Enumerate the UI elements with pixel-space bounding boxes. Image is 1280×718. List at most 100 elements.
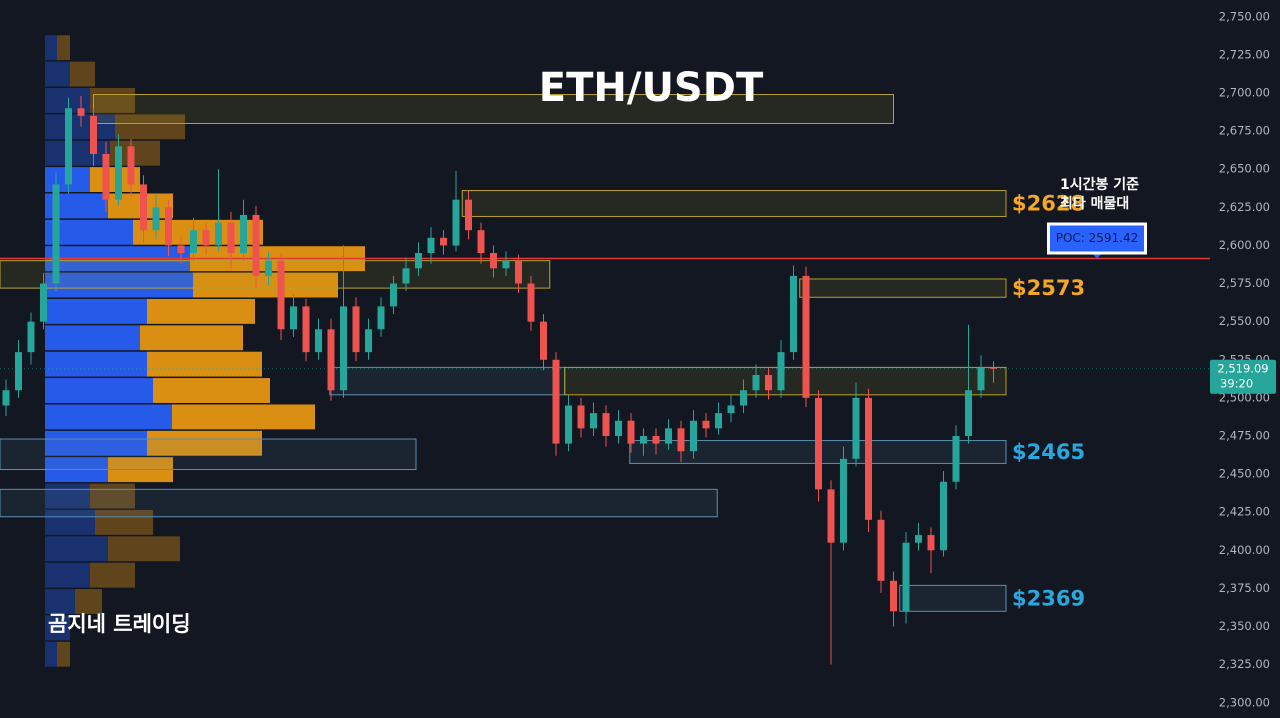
candle-body [2, 390, 10, 406]
profile-sell [95, 509, 153, 535]
profile-buy [45, 589, 75, 614]
candle-body [827, 489, 835, 543]
candle-body [615, 420, 622, 436]
candle-body [352, 306, 360, 353]
candle-body [752, 375, 760, 391]
candle-body [265, 260, 272, 276]
candle-body [815, 397, 822, 490]
countdown: 39:20 [1220, 376, 1253, 390]
y-tick-label: 2,600.00 [1219, 238, 1270, 252]
candle-body [365, 329, 372, 353]
candle-body [527, 283, 535, 322]
profile-sell [147, 430, 262, 456]
candle-body [190, 230, 197, 254]
poc-pointer [1093, 254, 1101, 259]
profile-sell [115, 114, 185, 140]
candle-body [565, 405, 572, 444]
zone-label: $2573 [1012, 276, 1085, 300]
candle-body [315, 329, 322, 353]
y-tick-label: 2,425.00 [1219, 505, 1270, 519]
candle-body [102, 153, 110, 200]
candle-body [677, 428, 685, 452]
candle-body [890, 580, 897, 612]
candle-body [27, 321, 35, 353]
candle-body [690, 420, 697, 452]
zone-label: $2465 [1012, 440, 1085, 464]
y-tick-label: 2,350.00 [1219, 619, 1270, 633]
profile-buy [45, 140, 110, 166]
profile-buy [45, 404, 172, 430]
profile-buy [45, 378, 153, 403]
candle-body [127, 146, 135, 185]
candle-body [327, 329, 335, 391]
y-tick-label: 2,700.00 [1219, 85, 1270, 99]
candle-body [252, 214, 260, 276]
candle-body [15, 352, 22, 391]
profile-buy [45, 641, 57, 667]
candle-body [777, 352, 785, 391]
y-tick-label: 2,650.00 [1219, 162, 1270, 176]
candle-body [990, 367, 997, 369]
candle-body [590, 413, 597, 429]
candle-body [240, 214, 247, 254]
candle-body [977, 367, 985, 391]
candle-body [377, 306, 385, 330]
candle-body [290, 306, 297, 330]
y-tick-label: 2,550.00 [1219, 314, 1270, 328]
candle-body [452, 199, 460, 246]
poc-box [1050, 225, 1144, 252]
profile-buy [45, 351, 147, 377]
candle-body [552, 359, 560, 444]
profile-sell [172, 404, 315, 430]
candle-body [390, 283, 397, 307]
zone [329, 366, 566, 396]
profile-sell [108, 536, 180, 562]
annotation: 1시간봉 기준 [1060, 176, 1139, 193]
candle-body [402, 268, 410, 284]
candle-body [540, 321, 547, 360]
candle-body [640, 435, 647, 444]
y-tick-label: 2,475.00 [1219, 428, 1270, 442]
profile-buy [45, 272, 193, 298]
last-price-box [1210, 359, 1276, 394]
profile-buy [45, 615, 70, 641]
candle-body [227, 222, 235, 254]
y-tick-label: 2,750.00 [1219, 9, 1270, 23]
candle-body [490, 253, 497, 269]
profile-sell [140, 325, 243, 351]
profile-buy [45, 219, 133, 245]
candle-body [277, 260, 285, 330]
candle-body [415, 253, 422, 269]
last-price-label: 2,519.09 [1217, 361, 1268, 375]
candle-body [927, 535, 935, 551]
y-tick-label: 2,300.00 [1219, 695, 1270, 709]
profile-sell [75, 589, 102, 614]
profile-buy [45, 536, 108, 562]
profile-sell [147, 351, 262, 377]
candle-body [940, 481, 947, 551]
zone [899, 584, 1007, 612]
candle-body [852, 397, 860, 459]
zone [93, 94, 894, 124]
candle-body [177, 245, 185, 254]
candle-body [440, 237, 447, 246]
candle-body [715, 413, 722, 429]
zone [799, 278, 1007, 298]
y-tick-label: 2,725.00 [1219, 47, 1270, 61]
candle-body [202, 230, 210, 246]
zone-label: $2628 [1012, 192, 1085, 216]
y-tick-label: 2,450.00 [1219, 467, 1270, 481]
profile-sell [153, 378, 270, 403]
candle-body [965, 390, 972, 436]
candle-body [840, 458, 847, 543]
annotation: 최다 매물대 [1060, 196, 1129, 212]
candle-body [502, 260, 510, 269]
watermark: 곰지네 트레이딩 [48, 612, 191, 636]
candle-body [915, 535, 922, 543]
profile-buy [45, 114, 115, 140]
candle-body [865, 397, 872, 520]
candle-body [52, 184, 60, 284]
profile-sell [90, 88, 135, 113]
candle-body [727, 405, 735, 414]
candle-body [740, 390, 747, 406]
